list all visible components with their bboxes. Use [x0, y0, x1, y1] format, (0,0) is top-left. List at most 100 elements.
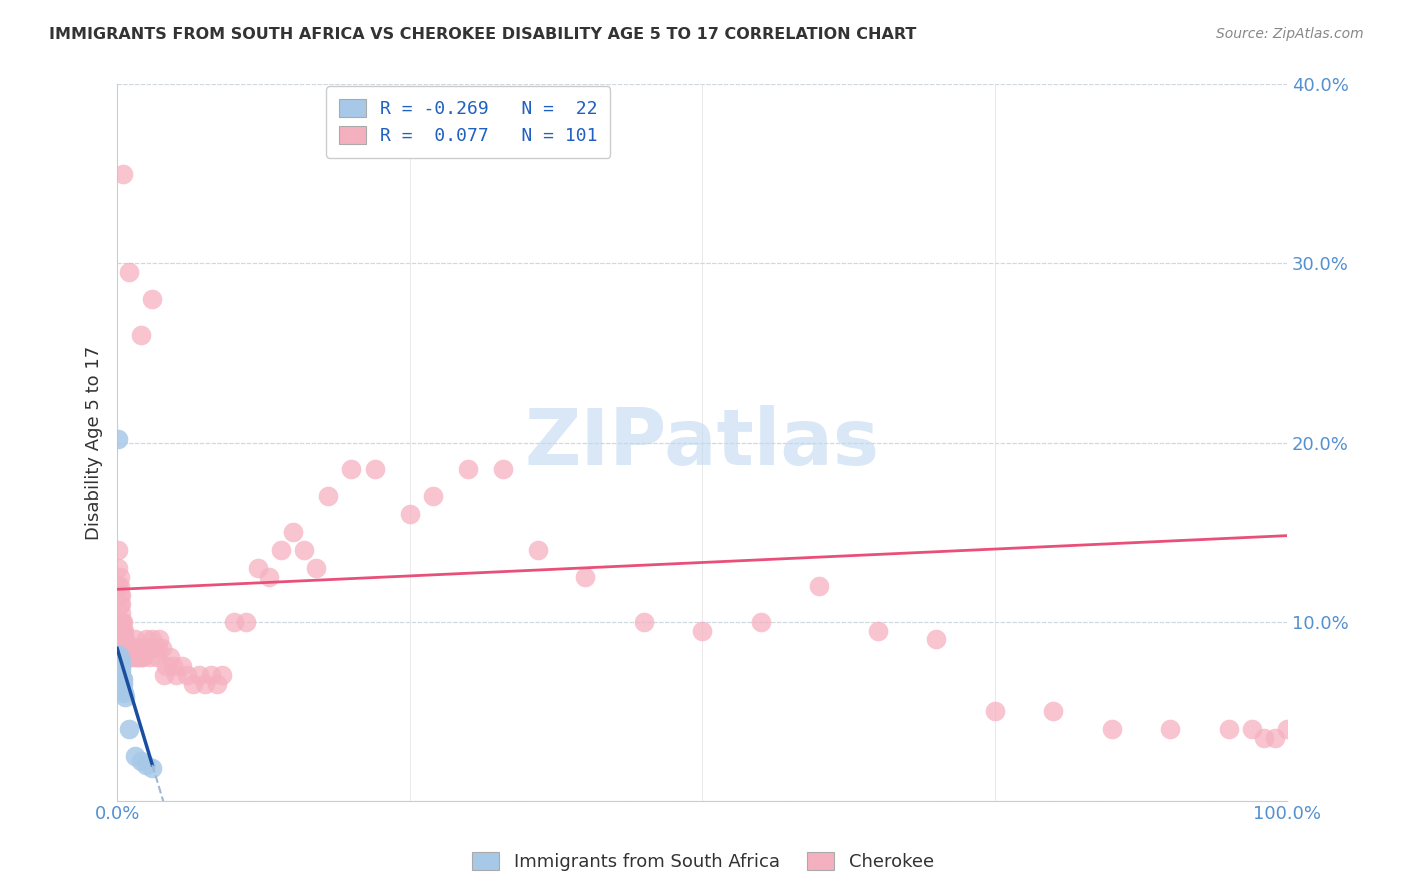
Point: [112, 677, 135, 691]
Point: [110, 672, 132, 686]
Point: [131, 641, 153, 656]
Point: [205, 677, 228, 691]
Point: [110, 624, 132, 638]
Point: [422, 489, 444, 503]
Point: [925, 632, 948, 647]
Point: [110, 597, 132, 611]
Point: [107, 543, 129, 558]
Point: [316, 489, 339, 503]
Point: [259, 570, 281, 584]
Point: [246, 561, 269, 575]
Point: [135, 641, 157, 656]
Point: [108, 579, 131, 593]
Point: [118, 641, 141, 656]
Point: [112, 641, 135, 656]
Text: ZIPatlas: ZIPatlas: [524, 405, 880, 481]
Point: [124, 632, 146, 647]
Point: [690, 624, 713, 638]
Point: [281, 524, 304, 539]
Point: [118, 650, 141, 665]
Point: [108, 665, 131, 679]
Point: [146, 650, 169, 665]
Point: [150, 641, 173, 656]
Point: [574, 570, 596, 584]
Point: [108, 654, 131, 668]
Point: [108, 570, 131, 584]
Point: [108, 659, 131, 673]
Point: [1042, 704, 1064, 718]
Point: [111, 615, 134, 629]
Point: [155, 659, 177, 673]
Point: [138, 641, 160, 656]
Point: [122, 641, 145, 656]
Point: [112, 624, 135, 638]
Point: [125, 641, 148, 656]
Point: [118, 265, 141, 279]
Text: Source: ZipAtlas.com: Source: ZipAtlas.com: [1216, 27, 1364, 41]
Y-axis label: Disability Age 5 to 17: Disability Age 5 to 17: [86, 345, 103, 540]
Point: [128, 650, 150, 665]
Point: [146, 641, 169, 656]
Point: [108, 650, 131, 665]
Point: [110, 606, 132, 620]
Point: [111, 672, 134, 686]
Point: [165, 668, 187, 682]
Point: [633, 615, 655, 629]
Point: [135, 632, 157, 647]
Point: [181, 677, 204, 691]
Point: [492, 462, 515, 476]
Point: [457, 462, 479, 476]
Point: [139, 650, 162, 665]
Point: [808, 579, 831, 593]
Point: [141, 761, 163, 775]
Point: [114, 650, 136, 665]
Point: [120, 641, 142, 656]
Point: [120, 650, 142, 665]
Point: [200, 668, 222, 682]
Point: [107, 647, 129, 661]
Point: [340, 462, 363, 476]
Point: [112, 632, 135, 647]
Point: [132, 650, 155, 665]
Point: [125, 650, 148, 665]
Point: [107, 579, 129, 593]
Point: [224, 615, 246, 629]
Point: [194, 677, 217, 691]
Point: [1240, 722, 1263, 736]
Point: [112, 615, 135, 629]
Point: [211, 668, 233, 682]
Point: [114, 690, 136, 704]
Point: [292, 543, 315, 558]
Point: [112, 624, 135, 638]
Point: [111, 632, 134, 647]
Point: [121, 650, 143, 665]
Point: [1101, 722, 1123, 736]
Point: [111, 677, 134, 691]
Text: IMMIGRANTS FROM SOUTH AFRICA VS CHEROKEE DISABILITY AGE 5 TO 17 CORRELATION CHAR: IMMIGRANTS FROM SOUTH AFRICA VS CHEROKEE…: [49, 27, 917, 42]
Point: [749, 615, 772, 629]
Point: [129, 650, 152, 665]
Point: [110, 663, 132, 677]
Point: [141, 632, 163, 647]
Point: [235, 615, 257, 629]
Point: [107, 650, 129, 665]
Point: [143, 641, 166, 656]
Point: [866, 624, 889, 638]
Point: [1253, 731, 1275, 745]
Point: [111, 624, 134, 638]
Point: [112, 682, 135, 697]
Point: [112, 672, 135, 686]
Point: [983, 704, 1005, 718]
Point: [305, 561, 328, 575]
Point: [115, 650, 138, 665]
Point: [107, 561, 129, 575]
Point: [112, 632, 135, 647]
Point: [159, 650, 181, 665]
Point: [1264, 731, 1286, 745]
Point: [398, 507, 420, 521]
Point: [124, 748, 146, 763]
Point: [110, 654, 132, 668]
Point: [124, 650, 146, 665]
Point: [141, 293, 163, 307]
Point: [129, 754, 152, 768]
